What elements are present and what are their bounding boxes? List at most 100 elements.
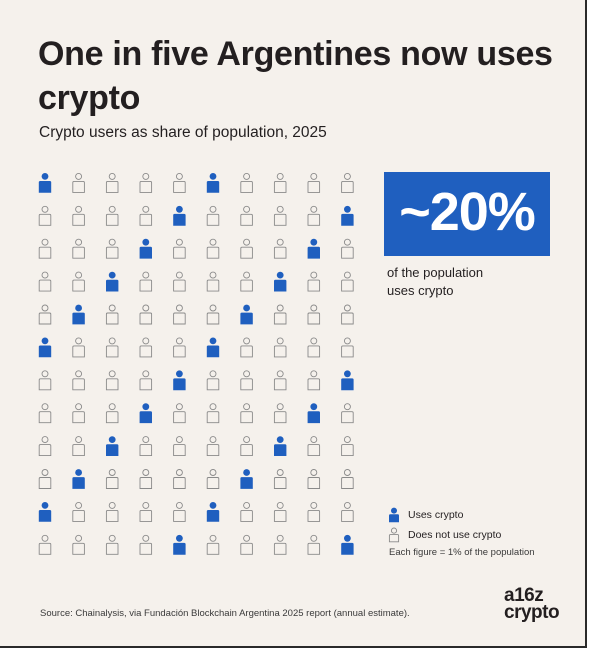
person-outline-icon bbox=[240, 172, 253, 193]
person-outline-icon bbox=[307, 436, 321, 457]
person-outline-icon bbox=[105, 469, 119, 489]
person-outline-icon bbox=[173, 501, 186, 522]
chart-title: One in five Argentines now uses crypto bbox=[38, 35, 553, 117]
person-outline-icon bbox=[72, 403, 85, 424]
person-outline-icon bbox=[173, 271, 186, 292]
person-filled-icon bbox=[38, 502, 52, 522]
person-filled-icon bbox=[206, 173, 220, 193]
source-note: Source: Chainalysis, via Fundación Block… bbox=[40, 608, 410, 619]
logo-line1: a16z bbox=[504, 585, 544, 606]
person-outline-icon bbox=[240, 534, 253, 555]
person-outline-icon bbox=[38, 403, 52, 424]
person-outline-icon bbox=[38, 534, 52, 555]
person-outline-icon bbox=[173, 337, 186, 358]
person-filled-icon bbox=[206, 337, 220, 358]
person-outline-icon bbox=[206, 469, 220, 489]
person-filled-icon bbox=[106, 436, 119, 456]
person-outline-icon bbox=[388, 527, 400, 543]
person-outline-icon bbox=[307, 501, 321, 522]
person-outline-icon bbox=[105, 501, 119, 522]
person-outline-icon bbox=[38, 205, 52, 226]
person-outline-icon bbox=[240, 403, 253, 424]
person-outline-icon bbox=[273, 534, 287, 555]
person-outline-icon bbox=[341, 172, 354, 193]
person-outline-icon bbox=[307, 271, 321, 292]
person-outline-icon bbox=[38, 271, 52, 292]
person-filled-icon bbox=[240, 469, 253, 489]
person-outline-icon bbox=[139, 271, 153, 292]
person-outline-icon bbox=[240, 436, 253, 457]
person-outline-icon bbox=[105, 337, 119, 358]
person-outline-icon bbox=[105, 238, 119, 259]
person-outline-icon bbox=[105, 172, 119, 193]
legend-note: Each figure = 1% of the population bbox=[389, 547, 535, 558]
person-outline-icon bbox=[173, 238, 186, 259]
person-outline-icon bbox=[173, 172, 186, 193]
person-filled-icon bbox=[389, 507, 399, 523]
person-outline-icon bbox=[105, 304, 119, 325]
callout-value: ~20% bbox=[399, 182, 536, 242]
person-outline-icon bbox=[72, 337, 85, 358]
legend-label-uses-crypto: Uses crypto bbox=[408, 509, 464, 521]
person-outline-icon bbox=[240, 501, 253, 522]
person-outline-icon bbox=[139, 205, 153, 226]
person-outline-icon bbox=[341, 501, 354, 522]
callout-caption-line1: of the population bbox=[387, 265, 484, 280]
person-outline-icon bbox=[240, 337, 253, 358]
person-outline-icon bbox=[139, 534, 153, 555]
person-outline-icon bbox=[38, 304, 52, 325]
person-filled-icon bbox=[206, 502, 220, 522]
person-outline-icon bbox=[72, 172, 85, 193]
person-outline-icon bbox=[206, 436, 220, 457]
person-filled-icon bbox=[274, 436, 287, 456]
person-outline-icon bbox=[139, 501, 153, 522]
person-outline-icon bbox=[273, 403, 287, 424]
person-outline-icon bbox=[139, 337, 153, 358]
person-outline-icon bbox=[72, 436, 85, 457]
person-outline-icon bbox=[307, 304, 321, 325]
person-outline-icon bbox=[206, 304, 220, 325]
person-outline-icon bbox=[72, 271, 85, 292]
person-outline-icon bbox=[105, 403, 119, 424]
person-outline-icon bbox=[206, 370, 220, 391]
person-outline-icon bbox=[307, 469, 321, 489]
person-outline-icon bbox=[341, 469, 354, 489]
person-outline-icon bbox=[72, 238, 85, 259]
person-outline-icon bbox=[240, 370, 253, 391]
person-outline-icon bbox=[273, 238, 287, 259]
legend-item-uses-crypto: Uses crypto bbox=[388, 507, 463, 523]
person-outline-icon bbox=[72, 501, 85, 522]
person-outline-icon bbox=[307, 534, 321, 555]
person-filled-icon bbox=[341, 370, 354, 391]
person-outline-icon bbox=[72, 534, 85, 555]
person-outline-icon bbox=[72, 205, 85, 226]
person-filled-icon bbox=[139, 403, 152, 424]
person-outline-icon bbox=[273, 501, 287, 522]
person-filled-icon bbox=[240, 304, 253, 325]
person-filled-icon bbox=[38, 337, 52, 358]
person-outline-icon bbox=[139, 304, 153, 325]
logo-line2: crypto bbox=[504, 602, 560, 623]
legend-item-does-not-use: Does not use crypto bbox=[388, 527, 501, 543]
a16z-crypto-logo: a16z crypto bbox=[504, 585, 574, 623]
person-filled-icon bbox=[72, 469, 85, 489]
person-filled-icon bbox=[307, 238, 320, 259]
person-filled-icon bbox=[72, 304, 85, 325]
infographic-panel bbox=[0, 0, 587, 648]
person-outline-icon bbox=[206, 205, 220, 226]
person-outline-icon bbox=[105, 534, 119, 555]
person-filled-icon bbox=[307, 403, 320, 424]
person-outline-icon bbox=[341, 337, 354, 358]
person-outline-icon bbox=[38, 436, 52, 457]
person-outline-icon bbox=[307, 205, 321, 226]
person-outline-icon bbox=[341, 436, 354, 457]
person-filled-icon bbox=[341, 534, 354, 555]
person-outline-icon bbox=[38, 370, 52, 391]
person-outline-icon bbox=[105, 205, 119, 226]
person-outline-icon bbox=[341, 271, 354, 292]
person-outline-icon bbox=[273, 205, 287, 226]
callout-caption: of the population uses crypto bbox=[387, 264, 567, 300]
person-outline-icon bbox=[307, 172, 321, 193]
person-outline-icon bbox=[206, 238, 220, 259]
person-outline-icon bbox=[139, 469, 153, 489]
